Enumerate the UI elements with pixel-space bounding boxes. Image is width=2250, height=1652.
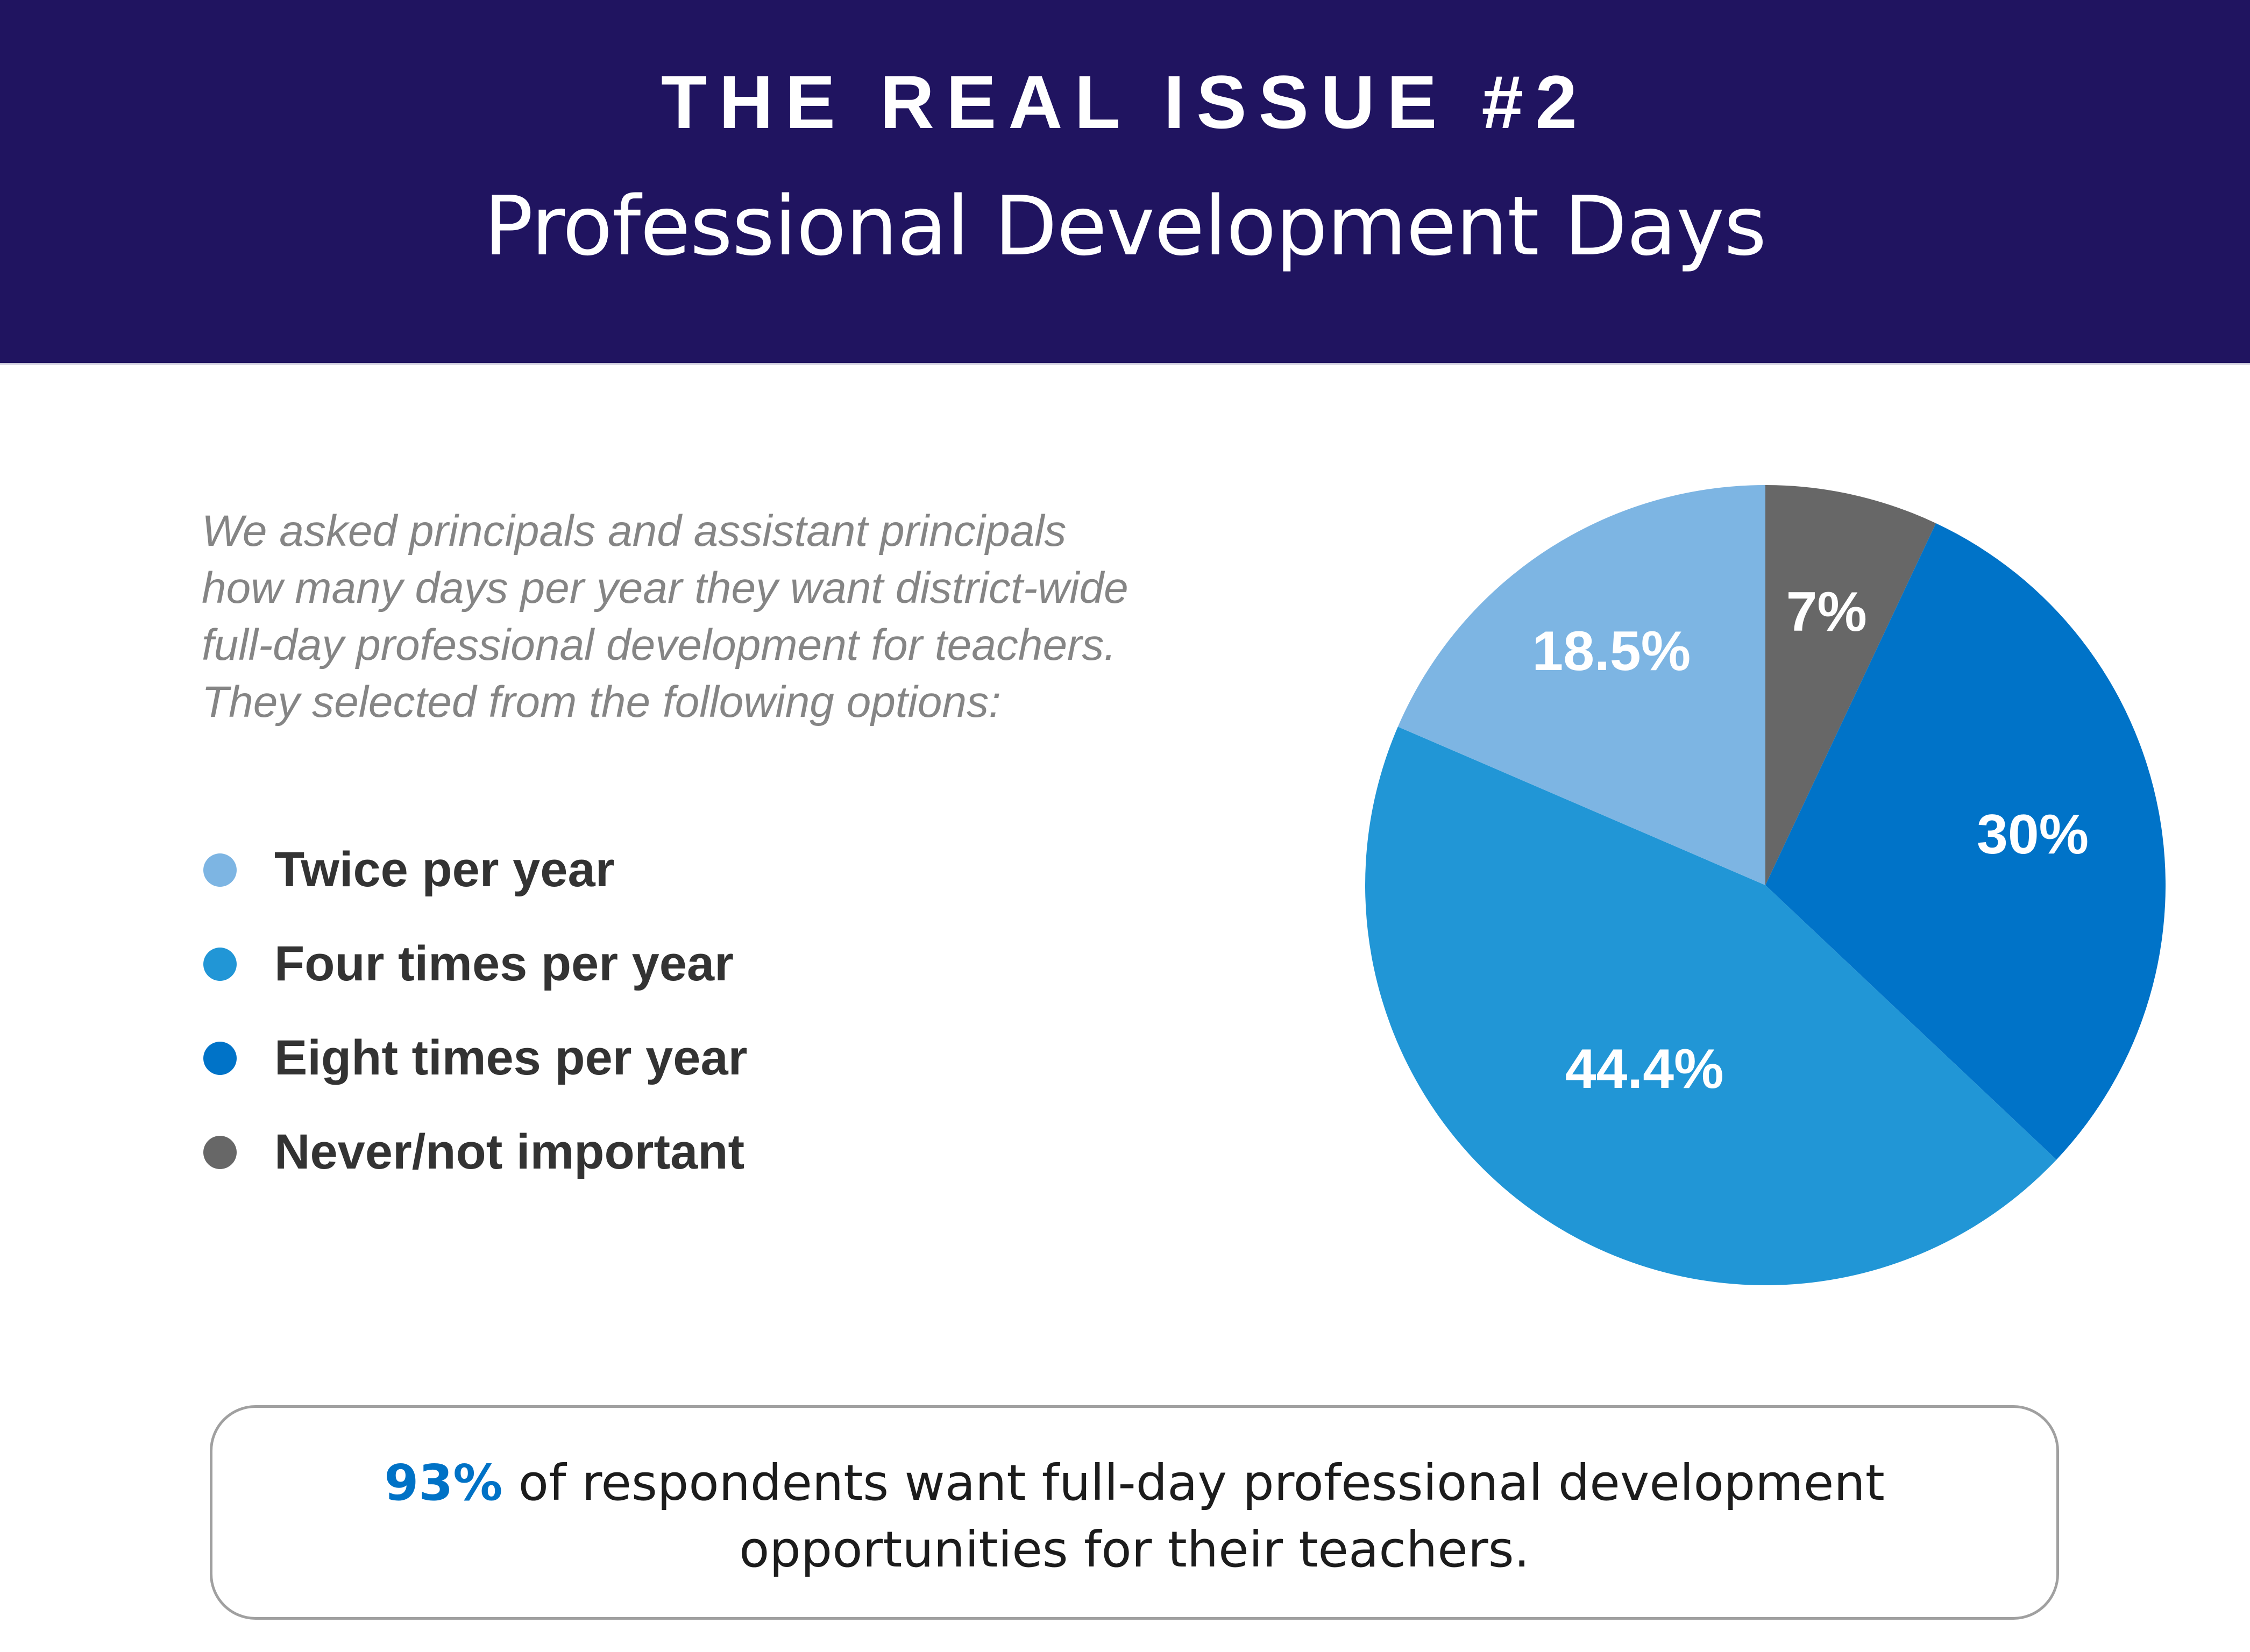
legend-dot-icon [203, 1041, 237, 1075]
page-subtitle: Professional Development Days [484, 179, 1767, 274]
intro-line: They selected from the following options… [202, 678, 1001, 727]
legend-label: Never/not important [274, 1124, 745, 1179]
intro-line: We asked principals and assistant princi… [202, 507, 1067, 556]
header-banner: THE REAL ISSUE #2 Professional Developme… [0, 0, 2250, 365]
summary-line-2: opportunities for their teachers. [739, 1521, 1530, 1578]
legend-dot-icon [203, 853, 237, 887]
summary-callout: 93% of respondents want full-day profess… [210, 1405, 2059, 1620]
pie-slice-twice-per-year [1397, 485, 1765, 885]
pie-slice-label: 44.4% [1565, 1038, 1724, 1100]
legend-label: Twice per year [274, 842, 615, 897]
pie-slice-label: 30% [1977, 803, 2089, 866]
pie-slice-label: 7% [1786, 581, 1867, 643]
pie-slice-eight-times-per-year [1765, 523, 2166, 1160]
legend-item-four-times: Four times per year [203, 917, 747, 1011]
legend-item-eight-times: Eight times per year [203, 1011, 747, 1105]
chart-legend: Twice per year Four times per year Eight… [203, 823, 747, 1199]
legend-label: Four times per year [274, 936, 734, 991]
summary-line-1: 93% of respondents want full-day profess… [212, 1450, 2056, 1516]
summary-text: 93% of respondents want full-day profess… [212, 1450, 2056, 1583]
intro-paragraph: We asked principals and assistant princi… [202, 503, 1251, 731]
legend-label: Eight times per year [274, 1030, 748, 1085]
legend-item-twice: Twice per year [203, 823, 747, 917]
intro-line: full-day professional development for te… [202, 621, 1117, 670]
legend-dot-icon [203, 947, 237, 981]
legend-dot-icon [203, 1135, 237, 1169]
legend-item-never: Never/not important [203, 1105, 747, 1199]
summary-highlight-stat: 93% [384, 1454, 503, 1512]
summary-line-1-text: of respondents want full-day professiona… [502, 1454, 1885, 1512]
pie-chart: 7% 30% 44.4% 18.5% [1365, 485, 2166, 1285]
intro-line: how many days per year they want distric… [202, 564, 1128, 613]
pie-slice-label: 18.5% [1532, 620, 1691, 682]
pie-slice-never-not-important [1765, 485, 1936, 885]
page-title: THE REAL ISSUE #2 [661, 60, 1589, 144]
pie-slice-four-times-per-year [1365, 727, 2057, 1285]
